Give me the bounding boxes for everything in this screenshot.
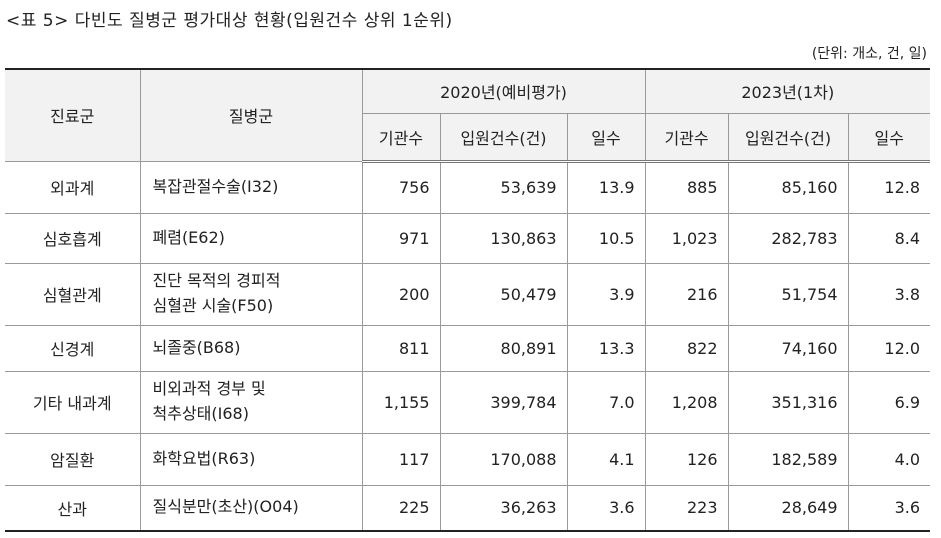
table-cell: 심호흡계 <box>5 212 141 264</box>
table-cell: 117 <box>361 432 441 486</box>
table-cell: 822 <box>644 324 729 372</box>
table-row: 심호흡계 폐렴(E62) 971 130,863 10.5 1,023 282,783 8.4 <box>5 212 931 264</box>
table-cell: 80,891 <box>439 324 568 372</box>
header-cell: 2020년(예비평가) <box>361 68 646 114</box>
table-cell: 폐렴(E62) <box>139 212 363 264</box>
header-cell: 질병군 <box>139 68 363 162</box>
table-cell: 7.0 <box>566 370 646 434</box>
table-cell: 산과 <box>5 484 141 532</box>
table-row: 외과계 복잡관절수술(I32) 756 53,639 13.9 885 85,160 12.8 <box>5 160 931 214</box>
table-row: 기타 내과계 비외과적 경부 및 척추상태(I68) 1,155 399,784 7.0… <box>5 370 931 434</box>
table-row: 신경계 뇌졸중(B68) 811 80,891 13.3 822 74,160 12.0 <box>5 324 931 372</box>
table-cell: 심혈관계 <box>5 262 141 326</box>
table-cell: 223 <box>644 484 729 532</box>
table-cell: 복잡관절수술(I32) <box>139 160 363 214</box>
header-cell: 기관수 <box>644 112 729 163</box>
table-cell: 12.0 <box>847 324 931 372</box>
table-row: 산과 질식분만(초산)(O04) 225 36,263 3.6 223 28,649 3.6 <box>5 484 931 532</box>
table-cell: 3.6 <box>847 484 931 532</box>
table-cell: 3.9 <box>566 262 646 326</box>
title: <표 5> 다빈도 질병군 평가대상 현황(입원건수 상위 1순위) <box>6 11 453 31</box>
table-cell: 외과계 <box>5 160 141 214</box>
header-cell: 일수 <box>566 112 646 163</box>
table-cell: 3.8 <box>847 262 931 326</box>
table-cell: 28,649 <box>727 484 849 532</box>
table-cell: 1,208 <box>644 370 729 434</box>
table-cell: 질식분만(초산)(O04) <box>139 484 363 532</box>
table-cell: 971 <box>361 212 441 264</box>
table-cell: 885 <box>644 160 729 214</box>
table-cell: 225 <box>361 484 441 532</box>
table-row: 심혈관계 진단 목적의 경피적 심혈관 시술(F50) 200 50,479 3.9 21… <box>5 262 931 326</box>
table-cell: 170,088 <box>439 432 568 486</box>
table-cell: 74,160 <box>727 324 849 372</box>
table-cell: 51,754 <box>727 262 849 326</box>
table-cell: 신경계 <box>5 324 141 372</box>
table-cell: 50,479 <box>439 262 568 326</box>
table-cell: 8.4 <box>847 212 931 264</box>
table-cell: 756 <box>361 160 441 214</box>
table-cell: 216 <box>644 262 729 326</box>
table-cell: 282,783 <box>727 212 849 264</box>
header-cell: 일수 <box>847 112 931 163</box>
table-cell: 85,160 <box>727 160 849 214</box>
table-cell: 암질환 <box>5 432 141 486</box>
table-cell: 13.3 <box>566 324 646 372</box>
header-cell: 입원건수(건) <box>727 112 849 163</box>
table-cell: 1,023 <box>644 212 729 264</box>
table-cell: 36,263 <box>439 484 568 532</box>
table-row: 암질환 화학요법(R63) 117 170,088 4.1 126 182,589 4.0 <box>5 432 931 486</box>
header-cell: 기관수 <box>362 112 441 163</box>
header-cell: 2023년(1차) <box>644 68 931 114</box>
unit-note: (단위: 개소, 건, 일) <box>811 46 927 62</box>
table-cell: 기타 내과계 <box>5 370 141 434</box>
table-cell: 399,784 <box>439 370 568 434</box>
data-table: 진료군 질병군 2020년(예비평가) 2023년(1차) 기관수 입원건수(건)… <box>5 68 931 532</box>
table-cell: 126 <box>644 432 729 486</box>
table-cell: 182,589 <box>727 432 849 486</box>
header-cell: 진료군 <box>5 68 141 162</box>
table-cell: 130,863 <box>439 212 568 264</box>
table-cell: 진단 목적의 경피적 심혈관 시술(F50) <box>139 262 363 326</box>
table-cell: 6.9 <box>847 370 931 434</box>
table-cell: 3.6 <box>566 484 646 532</box>
table-cell: 53,639 <box>439 160 568 214</box>
table-cell: 화학요법(R63) <box>139 432 363 486</box>
table-cell: 4.1 <box>566 432 646 486</box>
header-cell: 입원건수(건) <box>439 112 568 163</box>
table-cell: 10.5 <box>566 212 646 264</box>
table-cell: 811 <box>361 324 441 372</box>
table-cell: 351,316 <box>727 370 849 434</box>
table-cell: 12.8 <box>847 160 931 214</box>
table-cell: 200 <box>361 262 441 326</box>
table-cell: 1,155 <box>361 370 441 434</box>
table-cell: 4.0 <box>847 432 931 486</box>
table-cell: 13.9 <box>566 160 646 214</box>
table-cell: 비외과적 경부 및 척추상태(I68) <box>139 370 363 434</box>
table-cell: 뇌졸중(B68) <box>139 324 363 372</box>
